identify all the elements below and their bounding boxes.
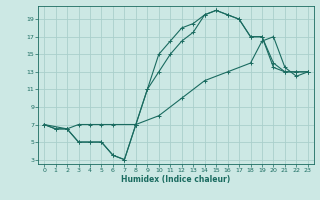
X-axis label: Humidex (Indice chaleur): Humidex (Indice chaleur) (121, 175, 231, 184)
